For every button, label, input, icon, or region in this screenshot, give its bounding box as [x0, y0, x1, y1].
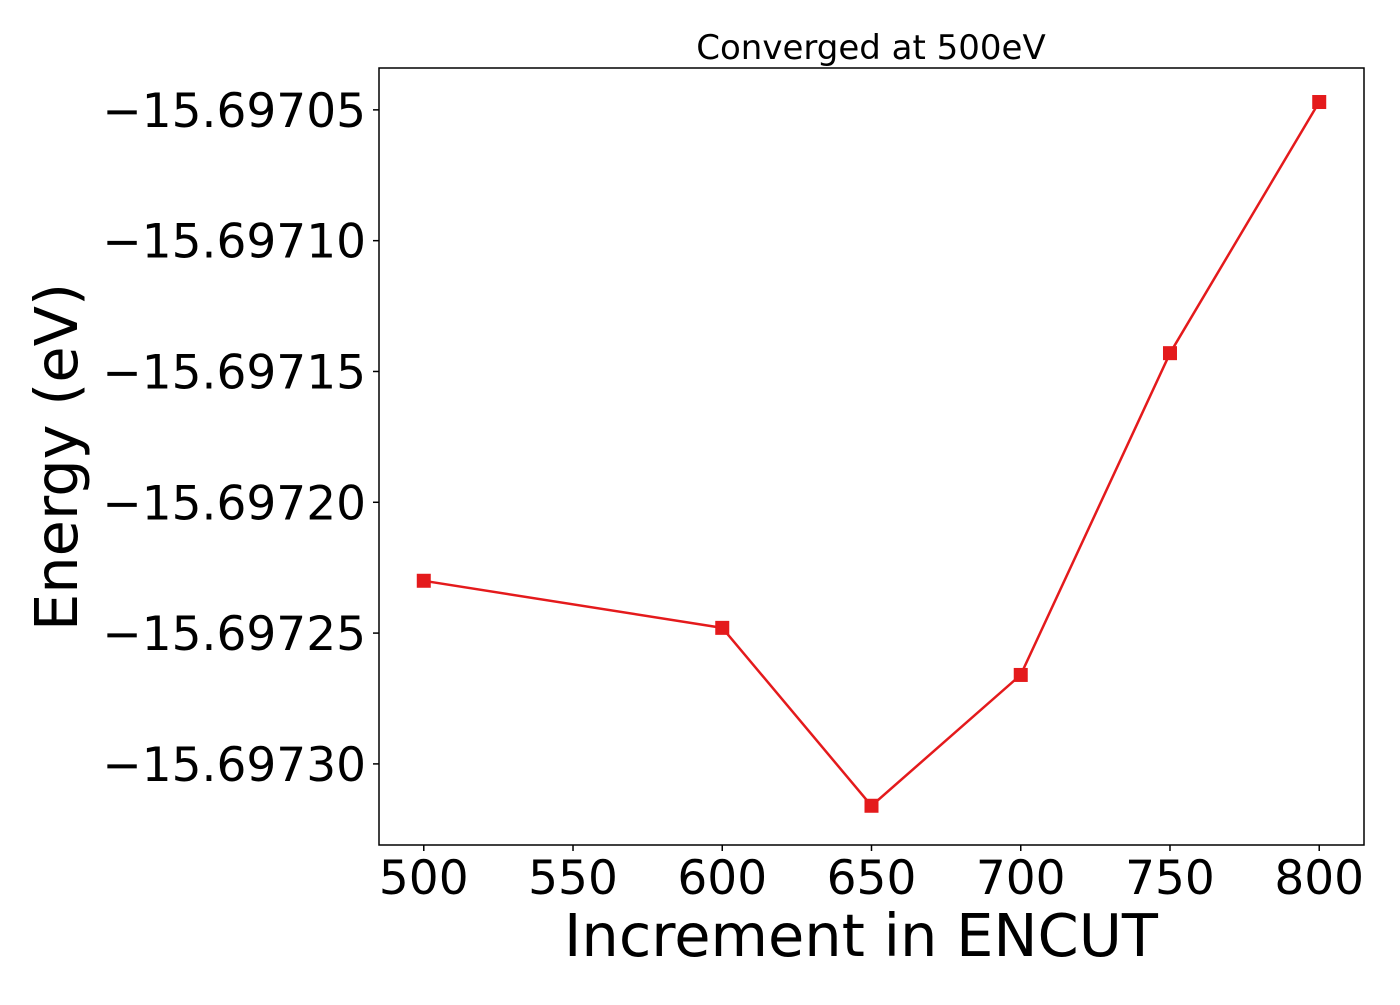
chart-title: Converged at 500eV	[696, 28, 1045, 68]
x-tick-label: 600	[677, 851, 767, 906]
y-tick-label: −15.69710	[102, 215, 366, 270]
data-point-marker	[1013, 667, 1028, 682]
axes-frame	[378, 67, 1365, 846]
x-tick-label: 650	[827, 851, 917, 906]
x-tick-label: 750	[1125, 851, 1215, 906]
x-tick-label: 550	[528, 851, 618, 906]
series-line	[423, 101, 1321, 808]
x-tick-label: 800	[1274, 851, 1364, 906]
plot-area	[416, 95, 1327, 813]
y-tick-label: −15.69705	[102, 84, 366, 139]
y-tick-label: −15.69720	[102, 476, 366, 531]
data-point-marker	[715, 620, 730, 635]
x-tick-label: 700	[976, 851, 1066, 906]
data-point-marker	[864, 798, 879, 813]
x-axis-ticks: 500 550 600 650 700 750 800	[379, 845, 1364, 906]
data-point-marker	[1312, 95, 1327, 110]
y-axis-ticks: −15.69705 −15.69710 −15.69715 −15.69720 −15.…	[102, 84, 379, 793]
y-axis-label: Energy (eV)	[22, 283, 91, 631]
data-point-marker	[1162, 346, 1177, 361]
y-tick-label: −15.69730	[102, 738, 366, 793]
y-tick-label: −15.69715	[102, 345, 366, 400]
data-point-marker	[416, 573, 431, 588]
x-tick-label: 500	[379, 851, 469, 906]
y-tick-label: −15.69725	[102, 607, 366, 662]
x-axis-label: Increment in ENCUT	[564, 901, 1159, 970]
